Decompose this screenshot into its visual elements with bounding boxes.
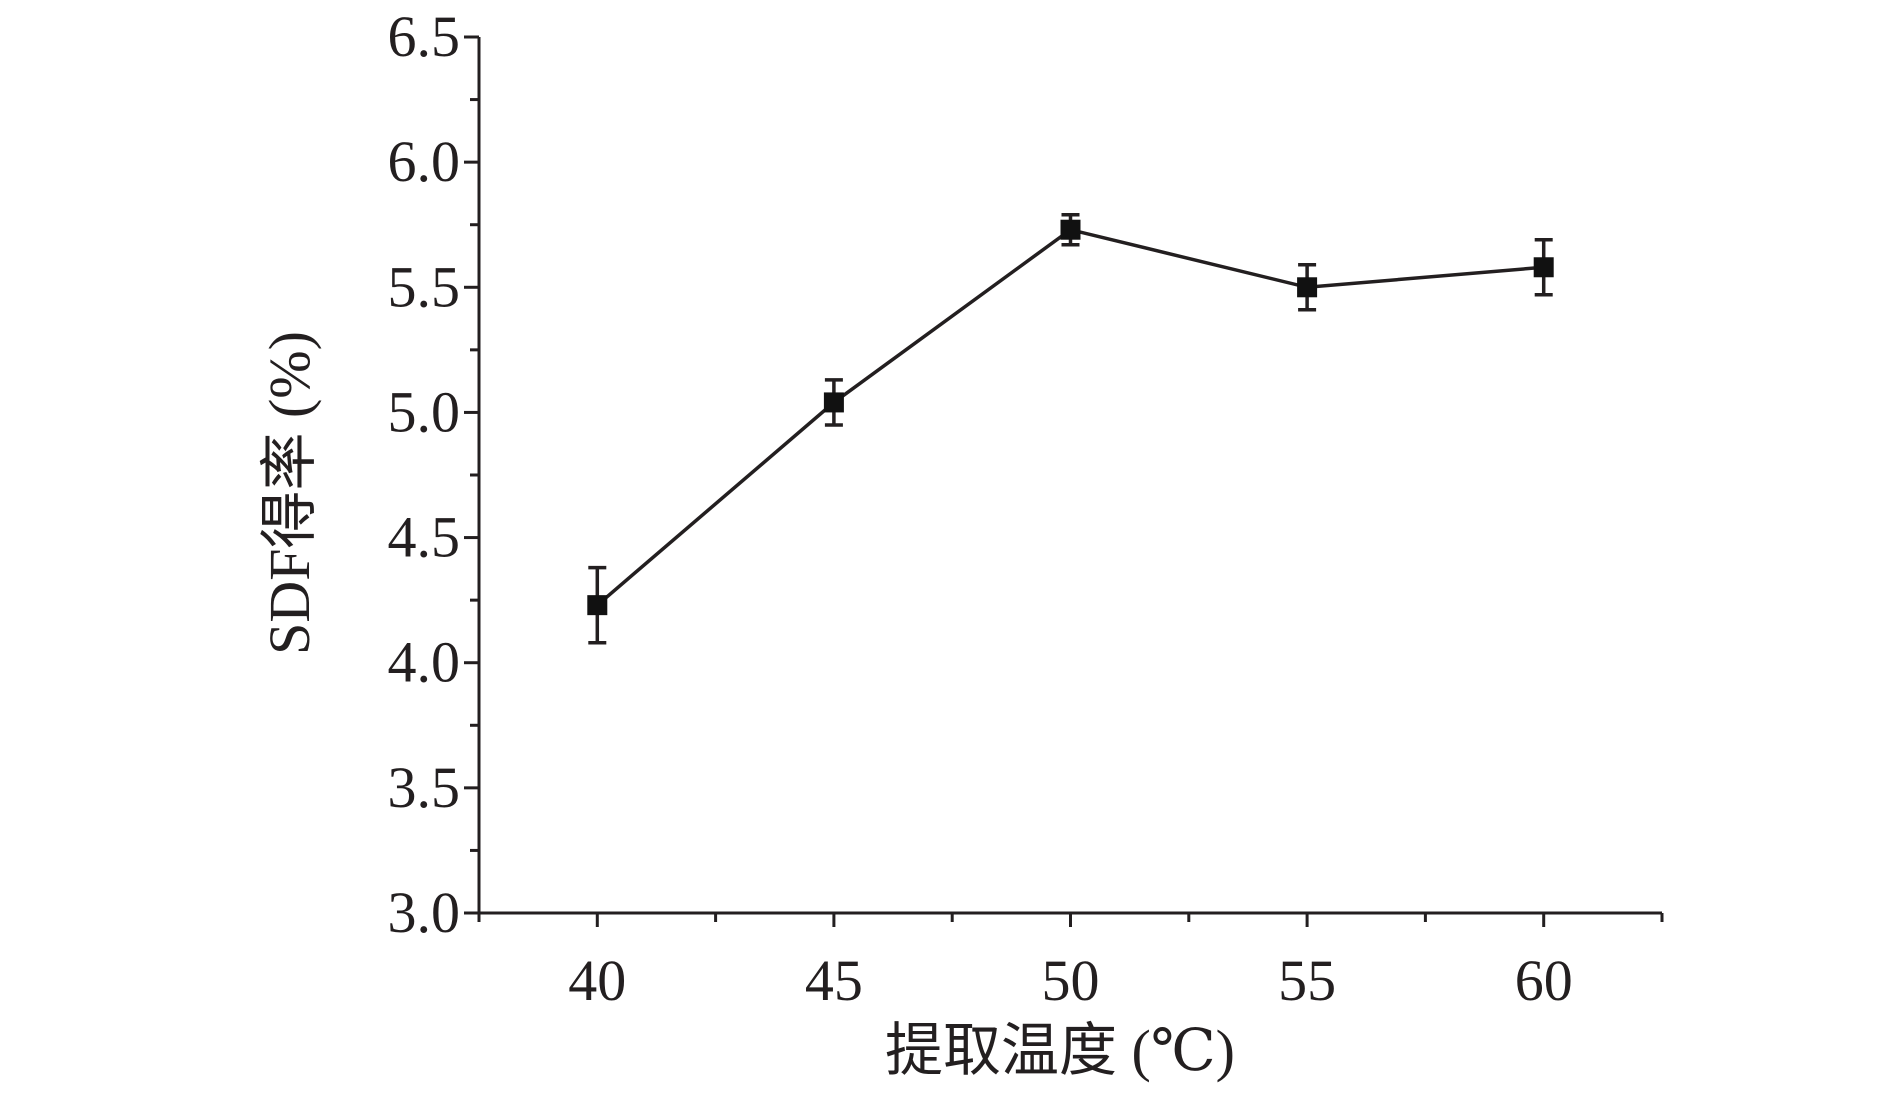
data-point xyxy=(1060,219,1081,240)
x-tick-label: 55 xyxy=(1278,948,1336,1013)
x-tick-label: 50 xyxy=(1042,948,1100,1013)
x-axis-label: 提取温度 (℃) xyxy=(885,1018,1235,1083)
y-tick-label: 6.5 xyxy=(388,4,461,69)
y-tick-label: 5.0 xyxy=(388,379,461,444)
y-axis-label: SDF得率 (%) xyxy=(257,331,322,655)
series-line xyxy=(596,227,1544,607)
x-tick-label: 60 xyxy=(1515,948,1573,1013)
y-tick-label: 3.0 xyxy=(388,880,461,945)
y-tick-label: 4.5 xyxy=(388,505,461,570)
y-tick-label: 4.0 xyxy=(388,630,461,695)
y-ticks: 3.0 3.5 4.0 4.5 5.0 5.5 6.0 6.5 xyxy=(388,4,479,945)
x-tick-label: 45 xyxy=(805,948,863,1013)
data-point xyxy=(823,392,844,413)
data-point xyxy=(1533,257,1554,278)
y-tick-label: 5.5 xyxy=(388,254,461,319)
data-point xyxy=(1297,277,1318,298)
x-ticks: 40 45 50 55 60 xyxy=(477,913,1664,1013)
x-tick-label: 40 xyxy=(568,948,626,1013)
series-layer xyxy=(587,212,1554,645)
y-tick-label: 3.5 xyxy=(388,755,461,820)
y-tick-label: 6.0 xyxy=(388,129,461,194)
axes xyxy=(477,37,1662,915)
data-point xyxy=(587,595,608,616)
